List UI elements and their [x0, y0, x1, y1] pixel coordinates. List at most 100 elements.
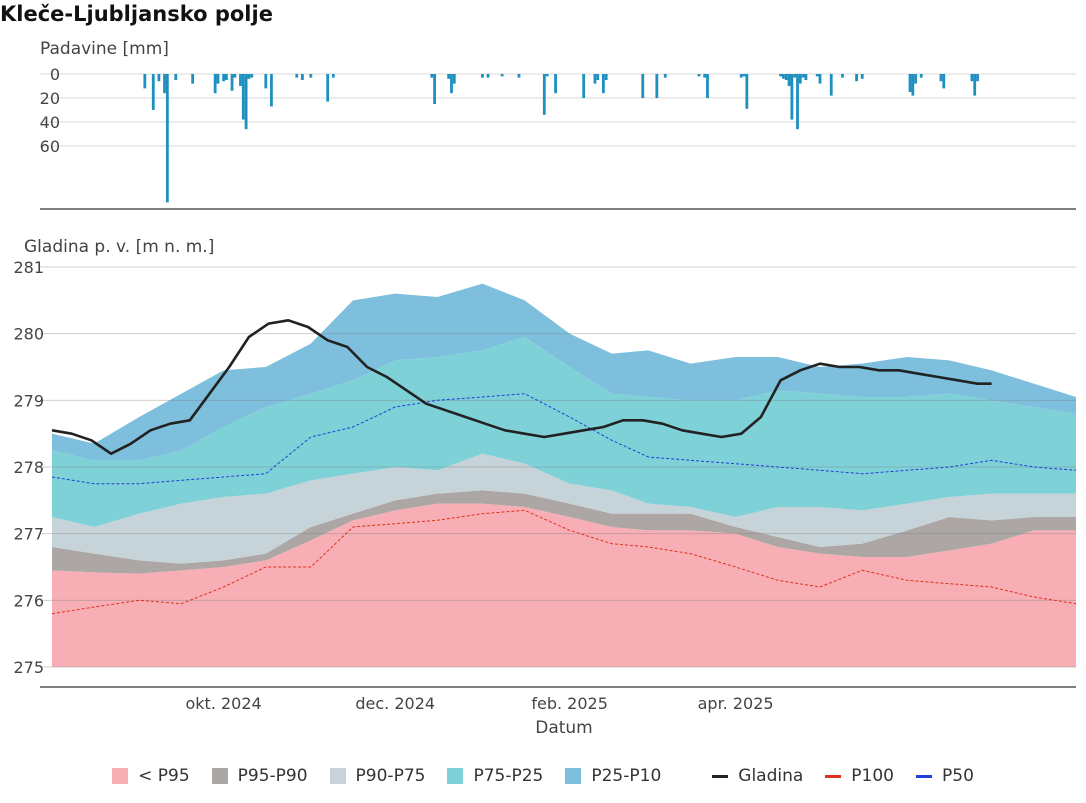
legend-label: P25-P10 — [591, 766, 662, 786]
precipitation-bar — [801, 74, 805, 78]
precipitation-bar — [798, 74, 802, 84]
precipitation-bar — [165, 74, 169, 203]
precipitation-bar — [908, 74, 912, 92]
legend-swatch — [211, 768, 228, 784]
percentile-bands — [52, 283, 1076, 667]
groundwater-tick-label: 275 — [13, 658, 44, 677]
precipitation-bar — [230, 74, 234, 91]
line-p100 — [51, 509, 1077, 615]
precipitation-panel: Padavine [mm] 0 20 40 60 — [40, 39, 1076, 210]
legend-item[interactable]: P50 — [916, 766, 974, 786]
precipitation-bar — [745, 74, 749, 109]
precipitation-bar — [517, 74, 521, 78]
precipitation-bar — [174, 74, 178, 80]
precipitation-bar — [331, 74, 335, 78]
legend-swatch — [712, 774, 729, 778]
precipitation-bar — [939, 74, 943, 82]
series-lines — [51, 318, 1077, 615]
band-p75-p25 — [52, 336, 1076, 527]
legend-swatch — [916, 774, 932, 778]
legend-item[interactable]: P75-P25 — [447, 766, 543, 786]
precipitation-bar — [452, 74, 456, 84]
precipitation-bar — [655, 74, 659, 98]
precipitation-bar — [818, 74, 822, 84]
precipitation-bar — [604, 74, 608, 80]
legend-label: P75-P25 — [473, 766, 544, 786]
precipitation-bar — [213, 74, 217, 94]
precipitation-bar — [855, 74, 858, 82]
groundwater-tick-label: 277 — [13, 525, 44, 544]
precipitation-tick-label: 20 — [40, 89, 60, 108]
groundwater-y-tick-labels: 275 276 277 278 279 280 281 — [13, 258, 44, 677]
band-p90-p75 — [52, 453, 1076, 564]
precipitation-bar — [450, 74, 453, 94]
band-p25-p10 — [52, 283, 1076, 461]
legend-item[interactable]: P25-P10 — [565, 766, 661, 786]
precipitation-bar — [430, 74, 434, 78]
legend-swatch — [447, 768, 464, 784]
precipitation-bar — [244, 74, 248, 130]
precipitation-bar — [309, 74, 313, 78]
precipitation-bar — [151, 74, 155, 110]
legend-item[interactable]: Gladina — [712, 766, 803, 786]
precipitation-bar — [601, 74, 605, 94]
legend-label: P50 — [942, 766, 974, 786]
x-tick-label: apr. 2025 — [698, 694, 774, 713]
legend-item[interactable]: P90-P75 — [329, 766, 425, 786]
band-p95 — [52, 503, 1076, 667]
precipitation-bar — [163, 74, 166, 94]
precipitation-bar — [663, 74, 667, 78]
precipitation-bar — [191, 74, 195, 84]
precipitation-bar — [157, 74, 161, 82]
line-gladina — [51, 318, 992, 456]
legend-item[interactable]: P95-P90 — [211, 766, 308, 786]
precipitation-bar — [742, 74, 746, 77]
legend-item[interactable]: P100 — [825, 766, 894, 786]
precipitation-bar — [782, 74, 785, 79]
precipitation-bar — [593, 74, 597, 84]
precipitation-bar — [815, 74, 819, 77]
groundwater-gridlines — [40, 266, 1076, 668]
precipitation-bar — [784, 74, 788, 80]
precipitation-bar — [433, 74, 436, 104]
precipitation-bar — [241, 74, 245, 120]
precipitation-bar — [796, 74, 799, 130]
groundwater-tick-label: 280 — [13, 325, 44, 344]
precipitation-bar — [703, 74, 707, 78]
precipitation-bar — [300, 74, 304, 80]
legend: < P95 P95-P90 P90-P75 P75-P25 P25-P10 Gladina… — [0, 762, 1086, 790]
precipitation-bar — [216, 74, 220, 84]
precipitation-bar — [247, 74, 251, 79]
legend-swatch — [825, 774, 842, 778]
band-p95-p90 — [52, 490, 1076, 574]
legend-swatch — [112, 768, 129, 784]
groundwater-panel: Gladina p. v. [m n. m.] 2752762772782792… — [13, 237, 1077, 738]
precipitation-bar — [919, 74, 923, 78]
precipitation-bar — [554, 74, 557, 94]
precipitation-bar — [911, 74, 915, 96]
legend-label: Gladina — [738, 766, 804, 786]
x-tick-label: feb. 2025 — [531, 694, 608, 713]
precipitation-bar — [545, 74, 549, 77]
legend-item[interactable]: < P95 — [112, 766, 190, 786]
precipitation-bar — [779, 74, 783, 77]
precipitation-bar — [500, 74, 504, 77]
precipitation-bar — [860, 74, 864, 79]
precipitation-bar — [250, 74, 254, 78]
legend-swatch — [329, 768, 346, 784]
groundwater-axis-title: Gladina p. v. [m n. m.] — [24, 237, 214, 257]
precipitation-bar — [225, 74, 228, 80]
x-axis-title: Datum — [535, 718, 593, 738]
precipitation-bar — [793, 74, 797, 78]
legend-label: < P95 — [138, 766, 190, 786]
precipitation-tick-label: 40 — [40, 113, 60, 132]
precipitation-tick-labels: 0 20 40 60 — [40, 65, 60, 156]
precipitation-bar — [914, 74, 918, 84]
precipitation-bar — [641, 74, 645, 98]
precipitation-tick-label: 60 — [40, 137, 60, 156]
precipitation-bar — [841, 74, 844, 78]
precipitation-bar — [804, 74, 808, 80]
legend-swatch — [565, 768, 582, 784]
precipitation-gridlines — [40, 73, 1076, 147]
x-tick-label: dec. 2024 — [355, 694, 435, 713]
